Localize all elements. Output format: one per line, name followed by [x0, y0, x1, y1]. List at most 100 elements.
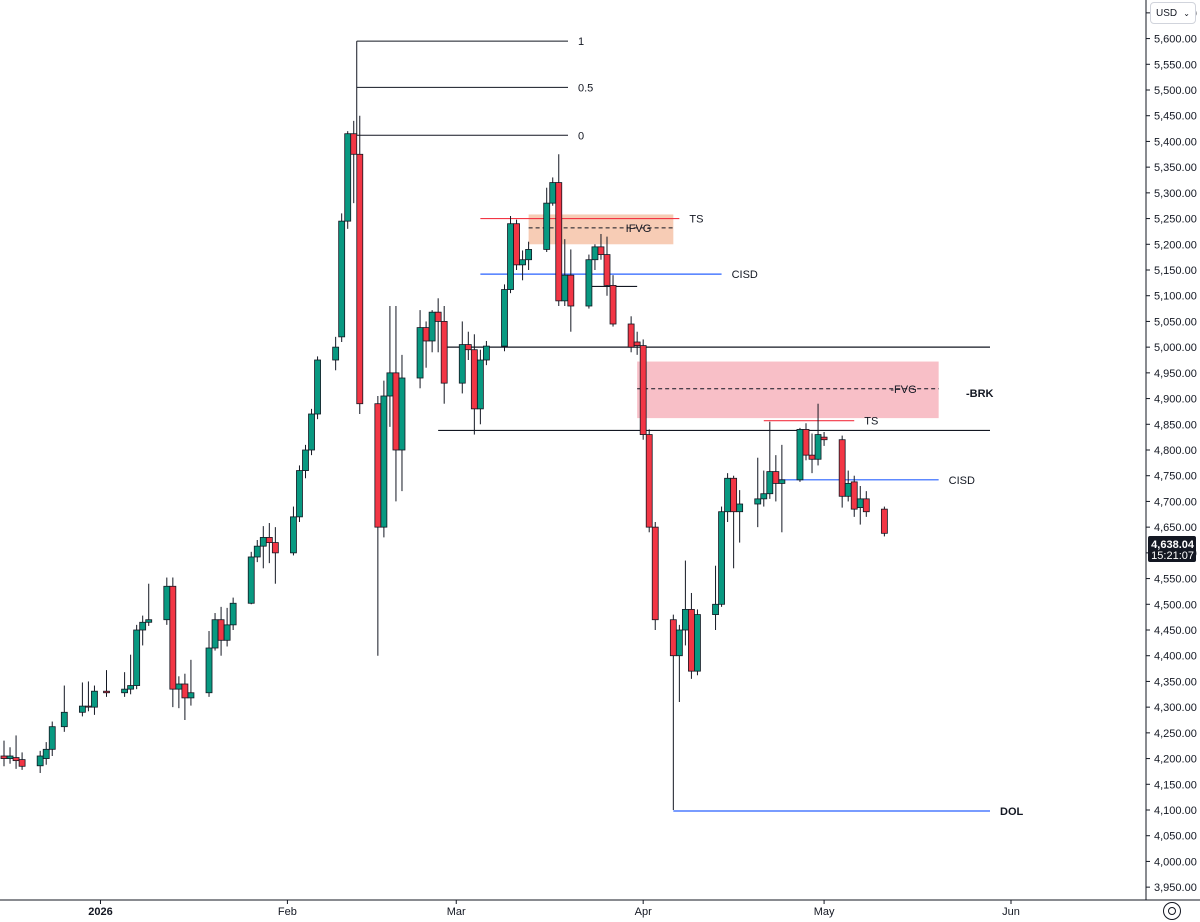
price-tick-label: 5,100.00 — [1154, 291, 1197, 303]
currency-label: USD — [1156, 7, 1178, 19]
time-tick-label: Mar — [447, 906, 466, 918]
candle-body — [464, 344, 472, 351]
price-tick-label: 4,500.00 — [1154, 599, 1197, 611]
candle-body — [639, 345, 647, 435]
price-tick-label: 5,200.00 — [1154, 239, 1197, 251]
last-price-label: 4,638.04 15:21:07 — [1148, 536, 1196, 562]
candle-body — [314, 359, 321, 415]
candle-body — [187, 692, 195, 699]
time-tick-label: Apr — [635, 906, 652, 918]
candle-body — [724, 477, 731, 513]
candle-body — [766, 471, 774, 495]
candle-body — [603, 254, 611, 286]
candle-body — [247, 556, 255, 604]
price-tick-label: 4,900.00 — [1154, 394, 1197, 406]
price-tick-label: 4,800.00 — [1154, 445, 1197, 457]
price-tick-label: 5,300.00 — [1154, 188, 1197, 200]
candle-body — [597, 246, 605, 255]
candle-body — [392, 372, 400, 451]
fvg-zone — [637, 361, 939, 419]
price-tick-label: 4,200.00 — [1154, 754, 1197, 766]
candle-body — [139, 621, 147, 631]
candle-body — [344, 133, 352, 222]
annotation-lines-layer — [356, 40, 990, 812]
candle-body — [525, 249, 533, 261]
candle-body — [121, 688, 128, 694]
candle-body — [374, 403, 382, 528]
candle-body — [645, 434, 653, 528]
price-tick-label: 4,250.00 — [1154, 728, 1197, 740]
price-tick-label: 4,950.00 — [1154, 368, 1197, 380]
candle-body — [175, 683, 183, 690]
price-tick-label: 4,400.00 — [1154, 651, 1197, 663]
candle-body — [796, 429, 804, 481]
candle-body — [302, 449, 309, 471]
candle-body — [259, 537, 267, 547]
candle-body — [271, 542, 279, 554]
candle-body — [12, 757, 20, 762]
candle-body — [145, 619, 153, 623]
candle-body — [820, 436, 828, 441]
candle-body — [543, 202, 551, 250]
candle-body — [470, 349, 478, 410]
candle-body — [223, 624, 231, 641]
candle-body — [229, 602, 237, 626]
candle-body — [296, 470, 303, 518]
level-label: CISD — [732, 269, 758, 281]
price-tick-label: 5,600.00 — [1154, 34, 1197, 46]
candle-body — [422, 327, 430, 342]
candle-body — [60, 711, 68, 728]
candle-body — [712, 603, 719, 615]
candle-body — [808, 454, 816, 460]
candle-body — [681, 609, 689, 631]
candle-body — [482, 345, 490, 361]
annotation-labels-layer: IFVG -FVG -BRK 1 0.5 0 CISD CISD DOL TS TS — [578, 36, 1024, 818]
price-tick-label: 5,400.00 — [1154, 136, 1197, 148]
settings-circle-icon[interactable] — [1163, 902, 1181, 920]
time-tick-label: 2026 — [88, 906, 112, 918]
candle-body — [332, 346, 340, 361]
price-tick-label: 5,550.00 — [1154, 59, 1197, 71]
candle-body — [585, 259, 593, 307]
candle-body — [103, 690, 110, 694]
candle-body — [609, 285, 617, 325]
price-tick-label: 4,000.00 — [1154, 856, 1197, 868]
currency-selector[interactable]: USD ⌄ — [1150, 2, 1196, 24]
last-price-bg — [1148, 536, 1196, 562]
time-tick-label: Feb — [278, 906, 297, 918]
price-tick-label: 5,450.00 — [1154, 111, 1197, 123]
zones-layer — [528, 214, 939, 419]
candle-body — [850, 481, 858, 510]
candle-body — [476, 359, 484, 410]
level-label: TS — [864, 416, 878, 428]
candle-body — [386, 372, 394, 397]
candle-body — [567, 274, 575, 307]
candle-body — [507, 223, 514, 290]
candle-body — [754, 498, 762, 505]
candle-body — [205, 647, 213, 694]
candle-body — [802, 429, 810, 456]
candle-body — [519, 259, 526, 266]
candle-body — [428, 311, 436, 342]
candle-body — [458, 344, 466, 384]
candle-body — [398, 377, 406, 451]
candle-body — [36, 755, 44, 767]
time-axis[interactable]: 2026 Feb Mar Apr May Jun — [88, 900, 1020, 918]
candle-body — [549, 182, 557, 204]
candle-body — [651, 526, 659, 621]
fib-level-label: 0 — [578, 130, 584, 142]
candle-body — [856, 498, 864, 509]
candle-body — [6, 755, 14, 759]
level-label: DOL — [1000, 806, 1024, 818]
candle-body — [181, 683, 189, 699]
price-tick-label: 4,100.00 — [1154, 805, 1197, 817]
time-tick-label: Jun — [1002, 906, 1020, 918]
level-label: TS — [689, 214, 703, 226]
candle-body — [217, 619, 225, 641]
candle-body — [555, 182, 563, 302]
price-tick-label: 5,150.00 — [1154, 265, 1197, 277]
candle-body — [308, 413, 315, 451]
price-axis[interactable]: 5,650.005,600.005,550.005,500.005,450.00… — [1146, 8, 1197, 894]
candle-body — [133, 629, 141, 686]
